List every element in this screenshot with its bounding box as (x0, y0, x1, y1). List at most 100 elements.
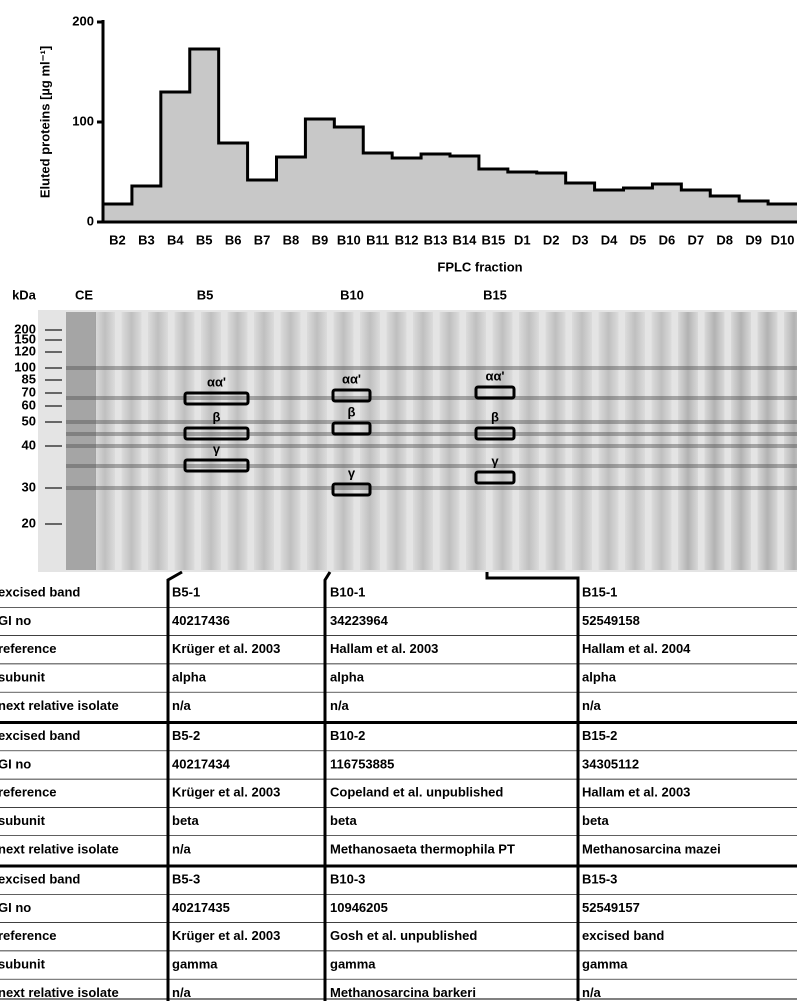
gel-band (66, 432, 797, 436)
connector (166, 570, 183, 1001)
table-cell: next relative isolate (0, 985, 119, 1000)
x-tick-label: B12 (395, 232, 419, 247)
step-bar (739, 201, 769, 222)
lane-header: CE (75, 287, 93, 302)
table-cell: beta (172, 813, 200, 828)
band-box (331, 388, 372, 403)
table-cell: reference (0, 641, 57, 656)
step-bar (247, 180, 277, 222)
table-cell: 10946205 (330, 900, 388, 915)
step-bar (478, 169, 509, 222)
table-cell: Copeland et al. unpublished (330, 785, 503, 800)
step-bar (768, 204, 797, 222)
table-cell: B15-3 (582, 872, 617, 887)
step-bar (218, 143, 249, 222)
table-cell: subunit (0, 813, 46, 828)
table-cell: excised band (0, 585, 80, 600)
step-bar (305, 119, 335, 222)
step-bar (160, 92, 191, 222)
x-axis-label: FPLC fraction (437, 259, 522, 274)
band-label: αα' (485, 368, 504, 383)
gel-band (66, 420, 797, 424)
x-tick-label: B3 (138, 232, 155, 247)
gel-lane (598, 312, 619, 570)
step-bar (131, 186, 162, 222)
table-cell: n/a (172, 985, 192, 1000)
gel-lane (148, 312, 168, 570)
gel-lane (439, 312, 460, 570)
x-tick-label: B6 (225, 232, 242, 247)
gel-lane (227, 312, 248, 570)
x-tick-label: B7 (254, 232, 271, 247)
table-cell: 34305112 (582, 756, 639, 771)
step-bar (189, 49, 220, 222)
gel-lane (572, 312, 592, 570)
band-box (474, 385, 516, 400)
band-box (183, 391, 250, 406)
band-box (331, 421, 372, 436)
table-cell: 40217435 (172, 900, 230, 915)
gel-lane (413, 312, 433, 570)
y-tick-label: 0 (87, 213, 94, 228)
band-box (183, 458, 250, 473)
step-bar (536, 173, 567, 222)
table-cell: gamma (172, 956, 218, 971)
x-tick-label: B5 (196, 232, 213, 247)
gel-band (66, 464, 797, 468)
table-cell: n/a (582, 698, 602, 713)
table-cell: reference (0, 928, 57, 943)
gel-lane (333, 312, 354, 570)
x-tick-label: B2 (109, 232, 126, 247)
gel-lane (731, 312, 751, 570)
table-cell: B5-3 (172, 872, 200, 887)
marker-label: 60 (22, 397, 36, 412)
table-cell: n/a (172, 841, 192, 856)
table-cell: gamma (582, 956, 628, 971)
gel-band (66, 396, 797, 400)
table-cell: B5-2 (172, 728, 200, 743)
marker-label: 85 (22, 371, 36, 386)
step-bar (507, 172, 538, 222)
band-label: αα' (207, 374, 226, 389)
step-bar (710, 196, 740, 222)
table-cell: next relative isolate (0, 698, 119, 713)
table-cell: Hallam et al. 2003 (582, 785, 690, 800)
table-cell: Methanosarcina mazei (582, 841, 721, 856)
table-cell: B5-1 (172, 585, 200, 600)
gel-band (66, 444, 797, 448)
band-label: β (348, 404, 356, 419)
table-cell: excised band (582, 928, 664, 943)
table-cell: B10-1 (330, 585, 365, 600)
gel-lane (121, 312, 142, 570)
lane-header: B5 (197, 287, 214, 302)
marker-label: 100 (14, 359, 36, 374)
table-cell: 52549157 (582, 900, 640, 915)
marker-label: 70 (22, 384, 36, 399)
table-cell: gamma (330, 956, 376, 971)
x-tick-label: D1 (514, 232, 531, 247)
gel-lane (519, 312, 539, 570)
table-cell: next relative isolate (0, 841, 119, 856)
band-label: γ (348, 465, 356, 480)
table-cell: GI no (0, 613, 31, 628)
gel-lane (784, 312, 797, 570)
gel-lane (201, 312, 221, 570)
table-cell: alpha (582, 669, 617, 684)
lane-header: B10 (340, 287, 364, 302)
band-box (183, 426, 250, 441)
table-cell: n/a (582, 985, 602, 1000)
table-cell: 40217436 (172, 613, 230, 628)
marker-label: 20 (22, 515, 36, 530)
y-tick-label: 200 (72, 13, 94, 28)
x-tick-label: D4 (601, 232, 618, 247)
gel-lane (254, 312, 274, 570)
step-bar (565, 183, 596, 222)
x-tick-label: D6 (659, 232, 676, 247)
step-bar (681, 190, 711, 222)
lane-header: kDa (12, 287, 37, 302)
gel-lane (704, 312, 725, 570)
step-outline (101, 47, 797, 222)
x-tick-label: B10 (337, 232, 361, 247)
step-bar (594, 190, 624, 222)
